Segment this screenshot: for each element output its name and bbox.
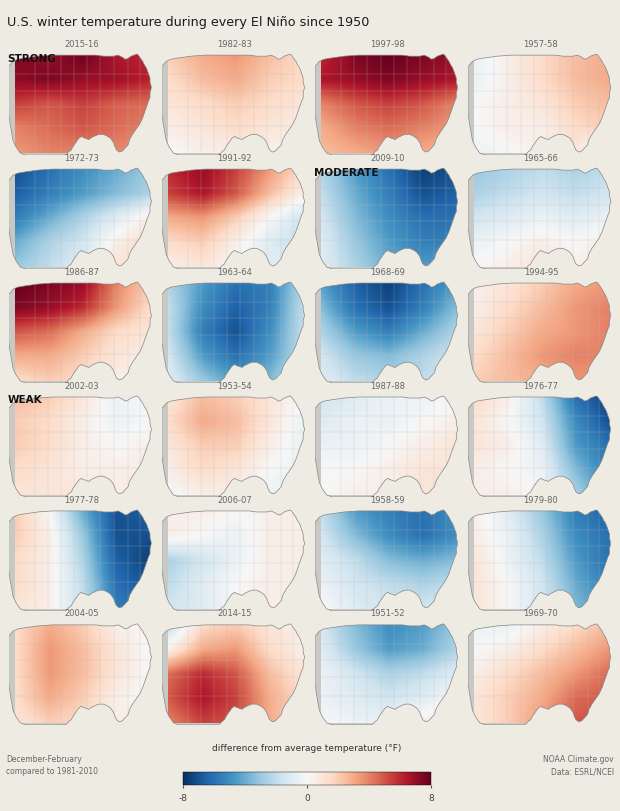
Polygon shape bbox=[162, 510, 304, 611]
Text: difference from average temperature (°F): difference from average temperature (°F) bbox=[212, 743, 402, 752]
Text: 1994-95: 1994-95 bbox=[524, 268, 558, 277]
Text: STRONG: STRONG bbox=[7, 54, 56, 63]
Text: December-February: December-February bbox=[6, 754, 82, 763]
Text: 1968-69: 1968-69 bbox=[370, 268, 405, 277]
Text: NOAA Climate.gov: NOAA Climate.gov bbox=[543, 754, 614, 763]
Text: 1963-64: 1963-64 bbox=[217, 268, 252, 277]
Polygon shape bbox=[9, 510, 151, 611]
Text: Data: ESRL/NCEI: Data: ESRL/NCEI bbox=[551, 766, 614, 775]
Text: 1965-66: 1965-66 bbox=[523, 153, 559, 162]
Text: 2002-03: 2002-03 bbox=[64, 381, 99, 390]
Text: 1972-73: 1972-73 bbox=[64, 153, 99, 162]
Text: 2014-15: 2014-15 bbox=[218, 609, 252, 618]
Polygon shape bbox=[315, 397, 458, 497]
Polygon shape bbox=[315, 510, 458, 611]
Text: WEAK: WEAK bbox=[7, 395, 42, 405]
Polygon shape bbox=[315, 169, 458, 270]
Text: 1976-77: 1976-77 bbox=[523, 381, 559, 390]
Polygon shape bbox=[9, 624, 151, 725]
Polygon shape bbox=[468, 283, 611, 384]
Polygon shape bbox=[162, 283, 304, 384]
Text: MODERATE: MODERATE bbox=[314, 167, 378, 178]
Polygon shape bbox=[162, 624, 304, 725]
Polygon shape bbox=[315, 624, 458, 725]
Text: 2004-05: 2004-05 bbox=[64, 609, 99, 618]
Text: compared to 1981-2010: compared to 1981-2010 bbox=[6, 766, 98, 775]
Text: 1958-59: 1958-59 bbox=[371, 495, 405, 504]
Text: U.S. winter temperature during every El Niño since 1950: U.S. winter temperature during every El … bbox=[7, 16, 370, 29]
Polygon shape bbox=[468, 55, 611, 156]
Text: 2006-07: 2006-07 bbox=[217, 495, 252, 504]
Text: 1951-52: 1951-52 bbox=[371, 609, 405, 618]
Polygon shape bbox=[162, 55, 304, 156]
Text: 1957-58: 1957-58 bbox=[523, 40, 559, 49]
Text: 2015-16: 2015-16 bbox=[64, 40, 99, 49]
Polygon shape bbox=[468, 397, 611, 497]
Text: 2009-10: 2009-10 bbox=[371, 153, 405, 162]
Polygon shape bbox=[315, 283, 458, 384]
Polygon shape bbox=[9, 283, 151, 384]
Text: 1982-83: 1982-83 bbox=[217, 40, 252, 49]
Polygon shape bbox=[9, 169, 151, 270]
Polygon shape bbox=[9, 55, 151, 156]
Text: 1977-78: 1977-78 bbox=[64, 495, 99, 504]
Text: 1969-70: 1969-70 bbox=[523, 609, 559, 618]
Polygon shape bbox=[468, 624, 611, 725]
Text: 1987-88: 1987-88 bbox=[370, 381, 405, 390]
Polygon shape bbox=[162, 397, 304, 497]
Text: 1991-92: 1991-92 bbox=[218, 153, 252, 162]
Text: 1997-98: 1997-98 bbox=[370, 40, 405, 49]
Text: 1986-87: 1986-87 bbox=[64, 268, 99, 277]
Polygon shape bbox=[315, 55, 458, 156]
Polygon shape bbox=[162, 169, 304, 270]
Text: 1979-80: 1979-80 bbox=[523, 495, 559, 504]
Polygon shape bbox=[468, 169, 611, 270]
Text: 1953-54: 1953-54 bbox=[218, 381, 252, 390]
Polygon shape bbox=[9, 397, 151, 497]
Polygon shape bbox=[468, 510, 611, 611]
